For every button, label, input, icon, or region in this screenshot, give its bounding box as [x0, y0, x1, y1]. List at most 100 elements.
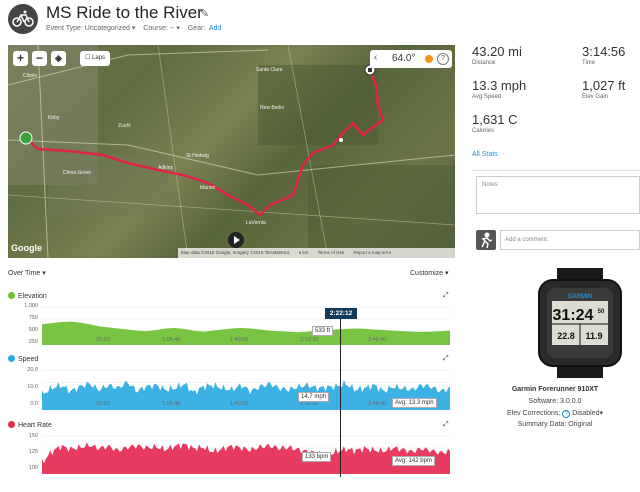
map-place-label: Zuehl: [118, 123, 131, 129]
play-button[interactable]: [228, 232, 244, 248]
y-tick-label: 20.0: [27, 367, 38, 373]
map-attribution-text: Map data ©2015 Google, Imagery ©2015 Ter…: [181, 250, 290, 255]
page-title: MS Ride to the River: [46, 3, 203, 22]
speed-title: Speed: [18, 356, 39, 363]
stat-label: Time: [582, 60, 596, 66]
layers-icon[interactable]: ◈: [51, 51, 66, 66]
time-cursor-line[interactable]: [340, 319, 341, 477]
x-tick-label: 1:06:40: [162, 401, 181, 407]
heart-rate-avg-tooltip: Avg: 142 bpm: [392, 456, 435, 466]
y-tick-label: 500: [28, 327, 38, 333]
customize-label: Customize: [410, 270, 444, 277]
google-logo: Google: [11, 243, 42, 253]
over-time-select[interactable]: Over Time ▾: [8, 269, 46, 277]
watch-screen-left: 22.8: [557, 331, 575, 341]
chevron-down-icon[interactable]: ▾: [42, 270, 46, 277]
stat-avg-speed: 13.3 mph Avg Speed: [472, 78, 526, 100]
y-tick-label: 750: [28, 315, 38, 321]
expand-icon[interactable]: ⤢: [443, 421, 449, 428]
stat-calories: 1,631 C Calories: [472, 112, 518, 134]
cycling-icon: [8, 4, 38, 34]
x-tick-label: 33:20: [96, 337, 110, 343]
watch-screen-right: 11.9: [585, 331, 602, 341]
stat-value: 3:14:56: [582, 44, 626, 59]
y-tick-label: 10.0: [27, 384, 38, 390]
weather-widget[interactable]: ‹ 64.0° ?: [370, 50, 452, 68]
sun-icon: [425, 55, 433, 63]
notes-textarea[interactable]: Notes: [476, 176, 640, 214]
comment-placeholder: Add a comment.: [505, 237, 549, 243]
customize-select[interactable]: Customize ▾: [410, 269, 449, 277]
chevron-down-icon[interactable]: ▾: [176, 25, 180, 32]
report-error-link[interactable]: Report a map error: [353, 250, 392, 255]
zoom-out-button[interactable]: −: [32, 51, 47, 66]
terms-link[interactable]: Terms of Use: [317, 250, 345, 255]
chevron-down-icon[interactable]: ▾: [131, 25, 136, 32]
stat-value: 1,027 ft: [582, 78, 626, 93]
map-place-label: Santa Clara: [256, 67, 283, 73]
series-area: [42, 321, 450, 345]
laps-button[interactable]: ☐ Laps: [80, 51, 110, 66]
speed-chart-title: Speed: [8, 355, 38, 363]
elevation-chart[interactable]: [8, 305, 450, 345]
position-marker-icon: [339, 138, 343, 142]
y-tick-label: 150: [28, 433, 38, 439]
elevation-legend-dot: [8, 292, 15, 299]
x-tick-label: 1:40:00: [230, 337, 249, 343]
elevation-title: Elevation: [18, 293, 47, 300]
series-area: [42, 442, 450, 474]
speed-tooltip: 14.7 mph: [298, 392, 330, 402]
zoom-in-button[interactable]: +: [13, 51, 28, 66]
route-map[interactable]: Santa Clara Kirby New Berlin St Hedwig C…: [8, 45, 455, 258]
map-terrain: [8, 45, 455, 258]
map-place-label: China Grove: [63, 170, 92, 176]
expand-icon[interactable]: ⤢: [443, 355, 449, 362]
stat-label: Calories: [472, 128, 495, 134]
chevron-down-icon[interactable]: ▾: [445, 270, 449, 277]
heart-rate-legend-dot: [8, 421, 15, 428]
elevation-chart-title: Elevation: [8, 292, 47, 300]
x-tick-label: 33:20: [96, 401, 110, 407]
event-type-select[interactable]: Event Type: Uncategorized: [46, 25, 130, 32]
laps-checkbox-icon: ☐: [84, 55, 91, 61]
gear-add-link[interactable]: Add: [208, 25, 222, 32]
time-cursor-label: 2:22:12: [325, 308, 357, 319]
stat-value: 1,631 C: [472, 112, 518, 127]
watch-brand: GARMIN: [568, 294, 592, 300]
heart-rate-chart[interactable]: [8, 434, 450, 474]
pencil-icon[interactable]: ✎: [200, 8, 210, 20]
comment-input[interactable]: Add a comment.: [500, 230, 640, 250]
map-place-label: St Hedwig: [186, 153, 209, 159]
map-place-label: New Berlin: [260, 105, 285, 111]
x-tick-label: 2:46:40: [368, 337, 387, 343]
notes-placeholder: Notes: [482, 182, 498, 188]
help-icon[interactable]: ?: [437, 53, 449, 65]
course-select[interactable]: Course: --: [143, 25, 175, 32]
expand-icon[interactable]: ⤢: [443, 292, 449, 299]
elev-corrections-label: Elev Corrections: [507, 410, 559, 417]
over-time-label: Over Time: [8, 270, 41, 277]
elev-corrections-select[interactable]: Disabled: [572, 410, 600, 417]
activity-header: MS Ride to the River ✎ Event Type: Uncat…: [0, 0, 640, 42]
divider: [472, 170, 640, 171]
elev-corrections: Elev Corrections: ? Disabled▾: [507, 410, 603, 418]
all-stats-link[interactable]: All Stats: [472, 151, 498, 158]
heart-rate-tooltip: 133 bpm: [302, 452, 332, 462]
start-marker-icon[interactable]: [19, 131, 33, 145]
chevron-left-icon[interactable]: ‹: [374, 52, 378, 63]
x-tick-label: 2:46:40: [368, 401, 387, 407]
y-tick-label: 125: [28, 449, 38, 455]
x-tick-label: 2:13:20: [300, 337, 319, 343]
speed-legend-dot: [8, 355, 15, 362]
series-area: [42, 380, 450, 410]
speed-chart[interactable]: [8, 368, 450, 410]
stat-label: Elev Gain: [582, 94, 609, 100]
watch-screen-seconds: 50: [598, 309, 605, 315]
weather-temperature: 64.0°: [392, 53, 416, 64]
chevron-down-icon[interactable]: ▾: [599, 410, 603, 417]
map-scale: 5 km: [298, 250, 309, 255]
help-icon[interactable]: ?: [562, 410, 571, 418]
device-summary-data: Summary Data: Original: [517, 421, 593, 428]
stat-label: Avg Speed: [472, 94, 502, 100]
stat-elev-gain: 1,027 ft Elev Gain: [582, 78, 625, 100]
